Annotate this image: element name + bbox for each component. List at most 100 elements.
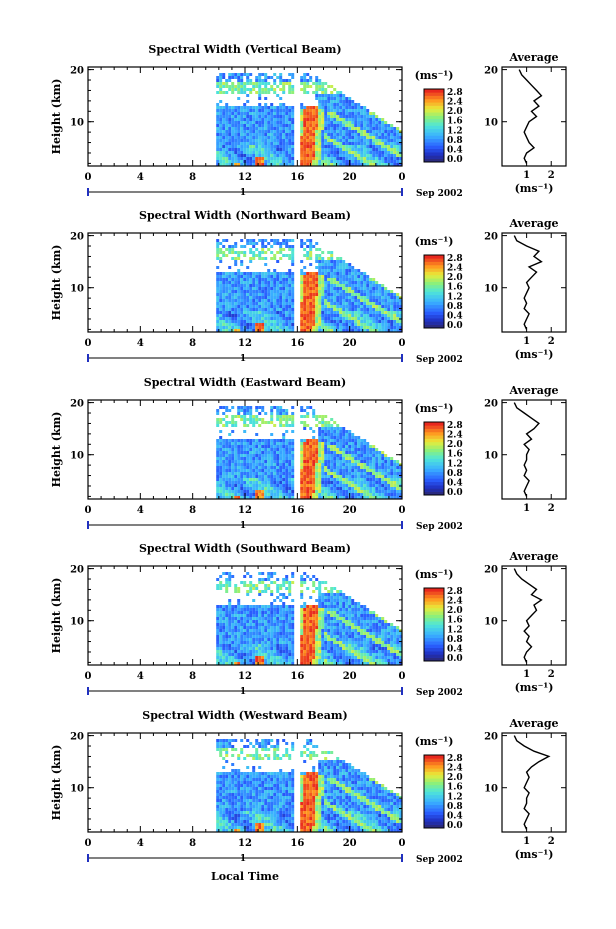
heatmap-cells: [216, 572, 403, 665]
average-x-tick-label: 2: [548, 503, 555, 514]
colorbar-swatch: [424, 755, 444, 759]
panel-2: Spectral Width (Northward Beam)1020Heigh…: [50, 209, 567, 365]
colorbar-swatch: [424, 455, 444, 459]
average-y-tick-label: 10: [484, 284, 498, 295]
heatmap-cells: [216, 239, 403, 332]
average-frame: [501, 732, 567, 833]
colorbar-swatch: [424, 761, 444, 766]
colorbar-swatch: [424, 314, 444, 319]
x-tick-label: 0: [85, 338, 92, 349]
colorbar-tick-label: 0.0: [447, 654, 463, 664]
colorbar-swatch: [424, 811, 444, 816]
x-tick-label: 12: [238, 838, 252, 849]
colorbar-tick-label: 1.6: [447, 450, 463, 460]
colorbar-swatch: [424, 461, 444, 466]
colorbar-swatch: [424, 255, 444, 259]
average-title: Average: [508, 217, 558, 230]
y-tick-label: 20: [70, 399, 84, 410]
colorbar-tick-label: 2.0: [447, 440, 463, 450]
colorbar-swatch: [424, 824, 444, 829]
average-frame: [501, 565, 567, 666]
x-tick-label: 4: [137, 671, 144, 682]
colorbar-tick-label: 2.8: [447, 254, 463, 264]
y-axis-label: Height (km): [50, 578, 63, 654]
colorbar-swatch: [424, 425, 444, 429]
colorbar-swatch: [424, 801, 444, 806]
colorbar-swatch: [424, 281, 444, 286]
colorbar-swatch: [424, 324, 444, 329]
y-tick-label: 20: [70, 565, 84, 576]
average-y-tick-label: 10: [484, 451, 498, 462]
y-axis-label: Height (km): [50, 79, 63, 155]
colorbar-swatch: [424, 258, 444, 262]
colorbar-unit: (ms⁻¹): [415, 735, 454, 748]
colorbar-swatch: [424, 145, 444, 150]
colorbar-swatch: [424, 621, 444, 625]
x-tick-label: 16: [290, 338, 304, 349]
heatmap-cells: [216, 739, 403, 832]
colorbar-swatch: [424, 142, 444, 146]
y-axis-label: Height (km): [50, 412, 63, 488]
colorbar-tick-label: 2.0: [447, 107, 463, 117]
x-tick-label: 12: [238, 172, 252, 183]
colorbar-swatch: [424, 774, 444, 779]
colorbar-swatch: [424, 627, 444, 632]
colorbar-tick-label: 2.4: [447, 597, 463, 607]
average-y-tick-label: 20: [484, 732, 498, 743]
colorbar-swatch: [424, 804, 444, 809]
average-profile-line: [513, 568, 543, 663]
colorbar-tick-label: 1.2: [447, 459, 463, 469]
colorbar-swatch: [424, 125, 444, 130]
colorbar-swatch: [424, 471, 444, 476]
colorbar-swatch: [424, 631, 444, 635]
average-x-tick-label: 1: [523, 503, 530, 514]
colorbar-tick-label: 0.8: [447, 635, 463, 645]
colorbar-swatch: [424, 624, 444, 629]
colorbar-tick-label: 0.0: [447, 155, 463, 165]
panel-title: Spectral Width (Westward Beam): [142, 709, 347, 722]
colorbar-tick-label: 1.2: [447, 625, 463, 635]
panel-title: Spectral Width (Northward Beam): [139, 209, 351, 222]
date-label: Sep 2002: [416, 522, 463, 532]
colorbar: 0.00.40.81.21.62.02.42.8: [423, 421, 463, 498]
colorbar-swatch: [424, 768, 444, 772]
colorbar-tick-label: 1.6: [447, 117, 463, 127]
date-label: Sep 2002: [416, 189, 463, 199]
date-label: Sep 2002: [416, 355, 463, 365]
colorbar-swatch: [424, 611, 444, 615]
average-x-tick-label: 1: [523, 336, 530, 347]
colorbar-tick-label: 0.8: [447, 136, 463, 146]
colorbar-swatch: [424, 641, 444, 645]
colorbar-swatch: [424, 89, 444, 93]
average-x-tick-label: 2: [548, 170, 555, 181]
colorbar-swatch: [424, 435, 444, 439]
colorbar-tick-label: 2.8: [447, 754, 463, 764]
colorbar-swatch: [424, 791, 444, 796]
colorbar-swatch: [424, 284, 444, 289]
colorbar-swatch: [424, 445, 444, 449]
colorbar-tick-label: 2.8: [447, 587, 463, 597]
average-panel: Average 10 20 1 2: [484, 384, 567, 514]
colorbar-swatch: [424, 468, 444, 473]
y-axis-label: Height (km): [50, 745, 63, 821]
colorbar-tick-label: 0.8: [447, 469, 463, 479]
colorbar-swatch: [424, 321, 444, 325]
colorbar-swatch: [424, 428, 444, 433]
panel-4: Spectral Width (Southward Beam)1020Heigh…: [50, 542, 567, 698]
average-panel: Average 10 20 1 2(ms⁻¹): [484, 217, 567, 361]
average-y-tick-label: 20: [484, 399, 498, 410]
colorbar-tick-label: 2.0: [447, 773, 463, 783]
colorbar-swatch: [424, 271, 444, 276]
colorbar-swatch: [424, 422, 444, 426]
colorbar-swatch: [424, 657, 444, 662]
colorbar-tick-label: 0.8: [447, 802, 463, 812]
colorbar-unit: (ms⁻¹): [415, 402, 454, 415]
colorbar-tick-label: 1.2: [447, 292, 463, 302]
colorbar-swatch: [424, 601, 444, 605]
colorbar-swatch: [424, 458, 444, 463]
average-x-tick-label: 1: [523, 836, 530, 847]
colorbar-tick-label: 1.2: [447, 126, 463, 136]
colorbar-swatch: [424, 597, 444, 602]
colorbar-swatch: [424, 261, 444, 266]
